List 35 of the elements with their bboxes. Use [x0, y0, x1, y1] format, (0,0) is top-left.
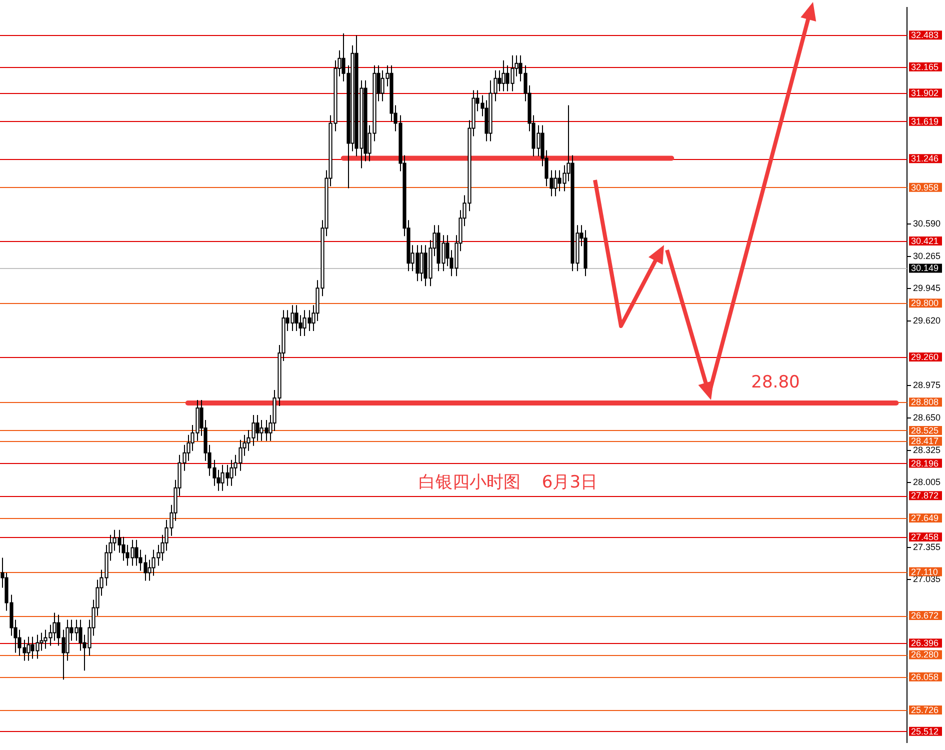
ref-line-label: 30.149: [911, 263, 939, 274]
ref-line-label: 26.280: [911, 650, 939, 660]
ref-line-label: 28.808: [911, 397, 939, 408]
y-tick-label: 29.945: [913, 283, 941, 294]
ref-line-label: 31.246: [911, 154, 939, 164]
y-tick-label: 30.265: [913, 251, 941, 262]
ref-line-label: 25.512: [911, 726, 939, 736]
ref-line-label: 28.196: [911, 458, 939, 468]
ref-line-label: 26.058: [911, 672, 939, 682]
y-tick-label: 28.325: [913, 444, 941, 455]
ref-line-label: 31.902: [911, 88, 939, 98]
ref-line-label: 29.260: [911, 352, 939, 362]
ref-line-label: 31.619: [911, 116, 939, 126]
ref-line-label: 27.649: [911, 512, 939, 523]
ref-line-label: 28.417: [911, 436, 939, 446]
y-tick-label: 28.975: [913, 380, 941, 390]
y-tick-label: 28.005: [913, 476, 941, 487]
ref-line-label: 29.800: [911, 298, 939, 308]
y-tick-label: 29.620: [913, 316, 941, 326]
ref-line-label: 30.421: [911, 236, 939, 246]
annotation: 白银四小时图 6月3日: [418, 472, 598, 492]
ref-line-label: 26.672: [911, 610, 939, 621]
ref-line-label: 27.872: [911, 490, 939, 501]
ref-line-label: 27.458: [911, 532, 939, 542]
ref-line-label: 26.396: [911, 638, 939, 648]
ref-line-label: 30.958: [911, 182, 939, 192]
y-tick-label: 27.355: [913, 542, 941, 552]
y-tick-label: 28.650: [913, 412, 941, 422]
ref-line-label: 25.726: [911, 705, 939, 716]
ref-line-label: 32.165: [911, 62, 939, 72]
ref-line-label: 32.483: [911, 30, 939, 40]
ref-line-label: 27.110: [911, 566, 938, 577]
annotation: 28.80: [751, 372, 800, 392]
ref-line-label: 28.525: [911, 425, 939, 436]
y-tick-label: 30.590: [913, 218, 941, 229]
